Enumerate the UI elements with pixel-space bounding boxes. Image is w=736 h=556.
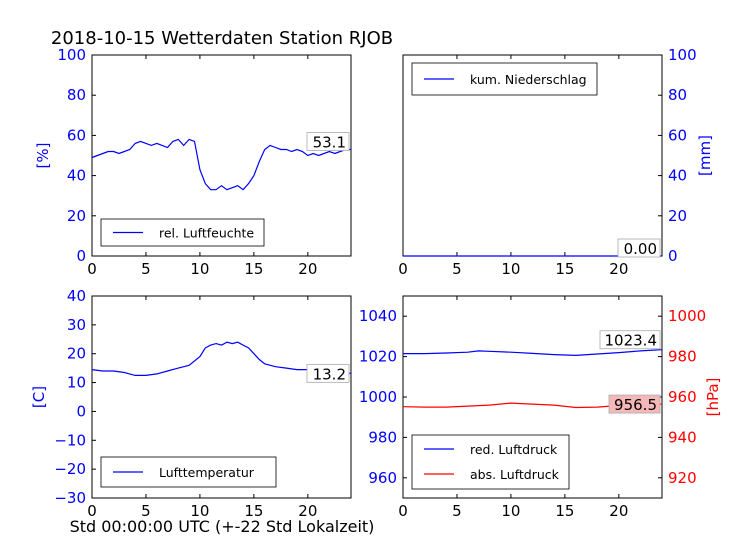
humidity-ytick-label: 80 — [67, 86, 86, 104]
precip-ylabel: [mm] — [696, 135, 714, 176]
pressure-ytick-label: 980 — [368, 428, 397, 446]
precip-xtick-label: 20 — [609, 260, 628, 278]
temperature-ytick-label: −30 — [54, 489, 86, 507]
humidity-ytick-label: 100 — [57, 46, 86, 64]
temperature-ytick-label: 40 — [67, 287, 86, 305]
humidity-last-value: 53.1 — [313, 133, 346, 151]
temperature-ytick-label: 30 — [67, 316, 86, 334]
temperature-xtick-label: 15 — [244, 502, 263, 520]
precip-last-value: 0.00 — [624, 240, 657, 258]
pressure-ytick-label: 1020 — [359, 348, 397, 366]
pressure-ylabel-right: [hPa] — [704, 378, 722, 417]
pressure-ytick-right-label: 920 — [668, 469, 697, 487]
pressure-ytick-label: 1040 — [359, 307, 397, 325]
temperature-last-value: 13.2 — [313, 365, 346, 383]
temperature-ytick-label: −20 — [54, 460, 86, 478]
temperature-ytick-label: 20 — [67, 345, 86, 363]
precip-ytick-right-label: 80 — [668, 86, 687, 104]
pressure-xtick-label: 10 — [501, 502, 520, 520]
humidity-last-value-box — [306, 132, 350, 151]
temperature-xtick-label: 10 — [190, 502, 209, 520]
humidity-series-line — [91, 138, 351, 191]
pressure-ytick-right-label: 960 — [668, 388, 697, 406]
figure-title: 2018-10-15 Wetterdaten Station RJOB — [51, 28, 393, 49]
pressure-ytick-right-label: 980 — [668, 348, 697, 366]
pressure-xtick-label: 15 — [555, 502, 574, 520]
pressure-last-value-abs: 956.5 — [614, 396, 657, 414]
humidity-xtick-label: 5 — [141, 260, 151, 278]
pressure-xtick-label: 5 — [452, 502, 462, 520]
precip-xtick-label: 5 — [452, 260, 462, 278]
temperature-series-line — [91, 341, 352, 376]
pressure-legend — [411, 434, 570, 490]
precip-ytick-right-label: 60 — [668, 126, 687, 144]
precip-ytick-right-label: 100 — [668, 46, 697, 64]
pressure-last-value-red-box — [599, 330, 661, 350]
pressure-ytick-right-label: 940 — [668, 428, 697, 446]
pressure-series-line-red-luftdruck — [403, 349, 663, 357]
precip-xtick-label: 0 — [398, 260, 408, 278]
humidity-ytick-label: 20 — [67, 207, 86, 225]
humidity-xtick-label: 20 — [298, 260, 317, 278]
humidity-legend-label: rel. Luftfeuchte — [159, 226, 254, 241]
precip-ytick-right-label: 40 — [668, 167, 687, 185]
humidity-ytick-label: 60 — [67, 126, 86, 144]
temperature-ylabel: [C] — [30, 386, 48, 408]
pressure-xtick-label: 20 — [609, 502, 628, 520]
pressure-ytick-right-label: 1000 — [668, 307, 706, 325]
pressure-ytick-label: 960 — [368, 469, 397, 487]
pressure-legend-label: abs. Luftdruck — [470, 467, 560, 482]
temperature-last-value-box — [306, 363, 350, 383]
humidity-xtick-label: 0 — [87, 260, 97, 278]
humidity-ylabel: [%] — [34, 143, 52, 169]
precip-xtick-label: 10 — [501, 260, 520, 278]
pressure-last-value-abs-box — [608, 394, 661, 414]
pressure-legend-label: red. Luftdruck — [470, 442, 558, 457]
precip-legend-label: kum. Niederschlag — [470, 72, 587, 87]
pressure-xtick-label: 0 — [398, 502, 408, 520]
temperature-ytick-label: 10 — [67, 374, 86, 392]
pressure-last-value-red: 1023.4 — [605, 332, 658, 350]
footer-xlabel: Std 00:00:00 UTC (+-22 Std Lokalzeit) — [70, 517, 375, 536]
humidity-ytick-label: 40 — [67, 167, 86, 185]
precip-ytick-right-label: 20 — [668, 207, 687, 225]
temperature-xtick-label: 5 — [141, 502, 151, 520]
precip-xtick-label: 15 — [555, 260, 574, 278]
temperature-ytick-label: −10 — [54, 431, 86, 449]
pressure-ytick-label: 1000 — [359, 388, 397, 406]
humidity-xtick-label: 15 — [244, 260, 263, 278]
temperature-xtick-label: 0 — [87, 502, 97, 520]
humidity-ytick-label: 0 — [76, 247, 86, 265]
temperature-ytick-label: 0 — [76, 402, 86, 420]
temperature-xtick-label: 20 — [298, 502, 317, 520]
temperature-legend-label: Lufttemperatur — [159, 465, 255, 480]
precip-ytick-right-label: 0 — [668, 247, 678, 265]
humidity-xtick-label: 10 — [190, 260, 209, 278]
precip-last-value-box — [617, 238, 661, 258]
